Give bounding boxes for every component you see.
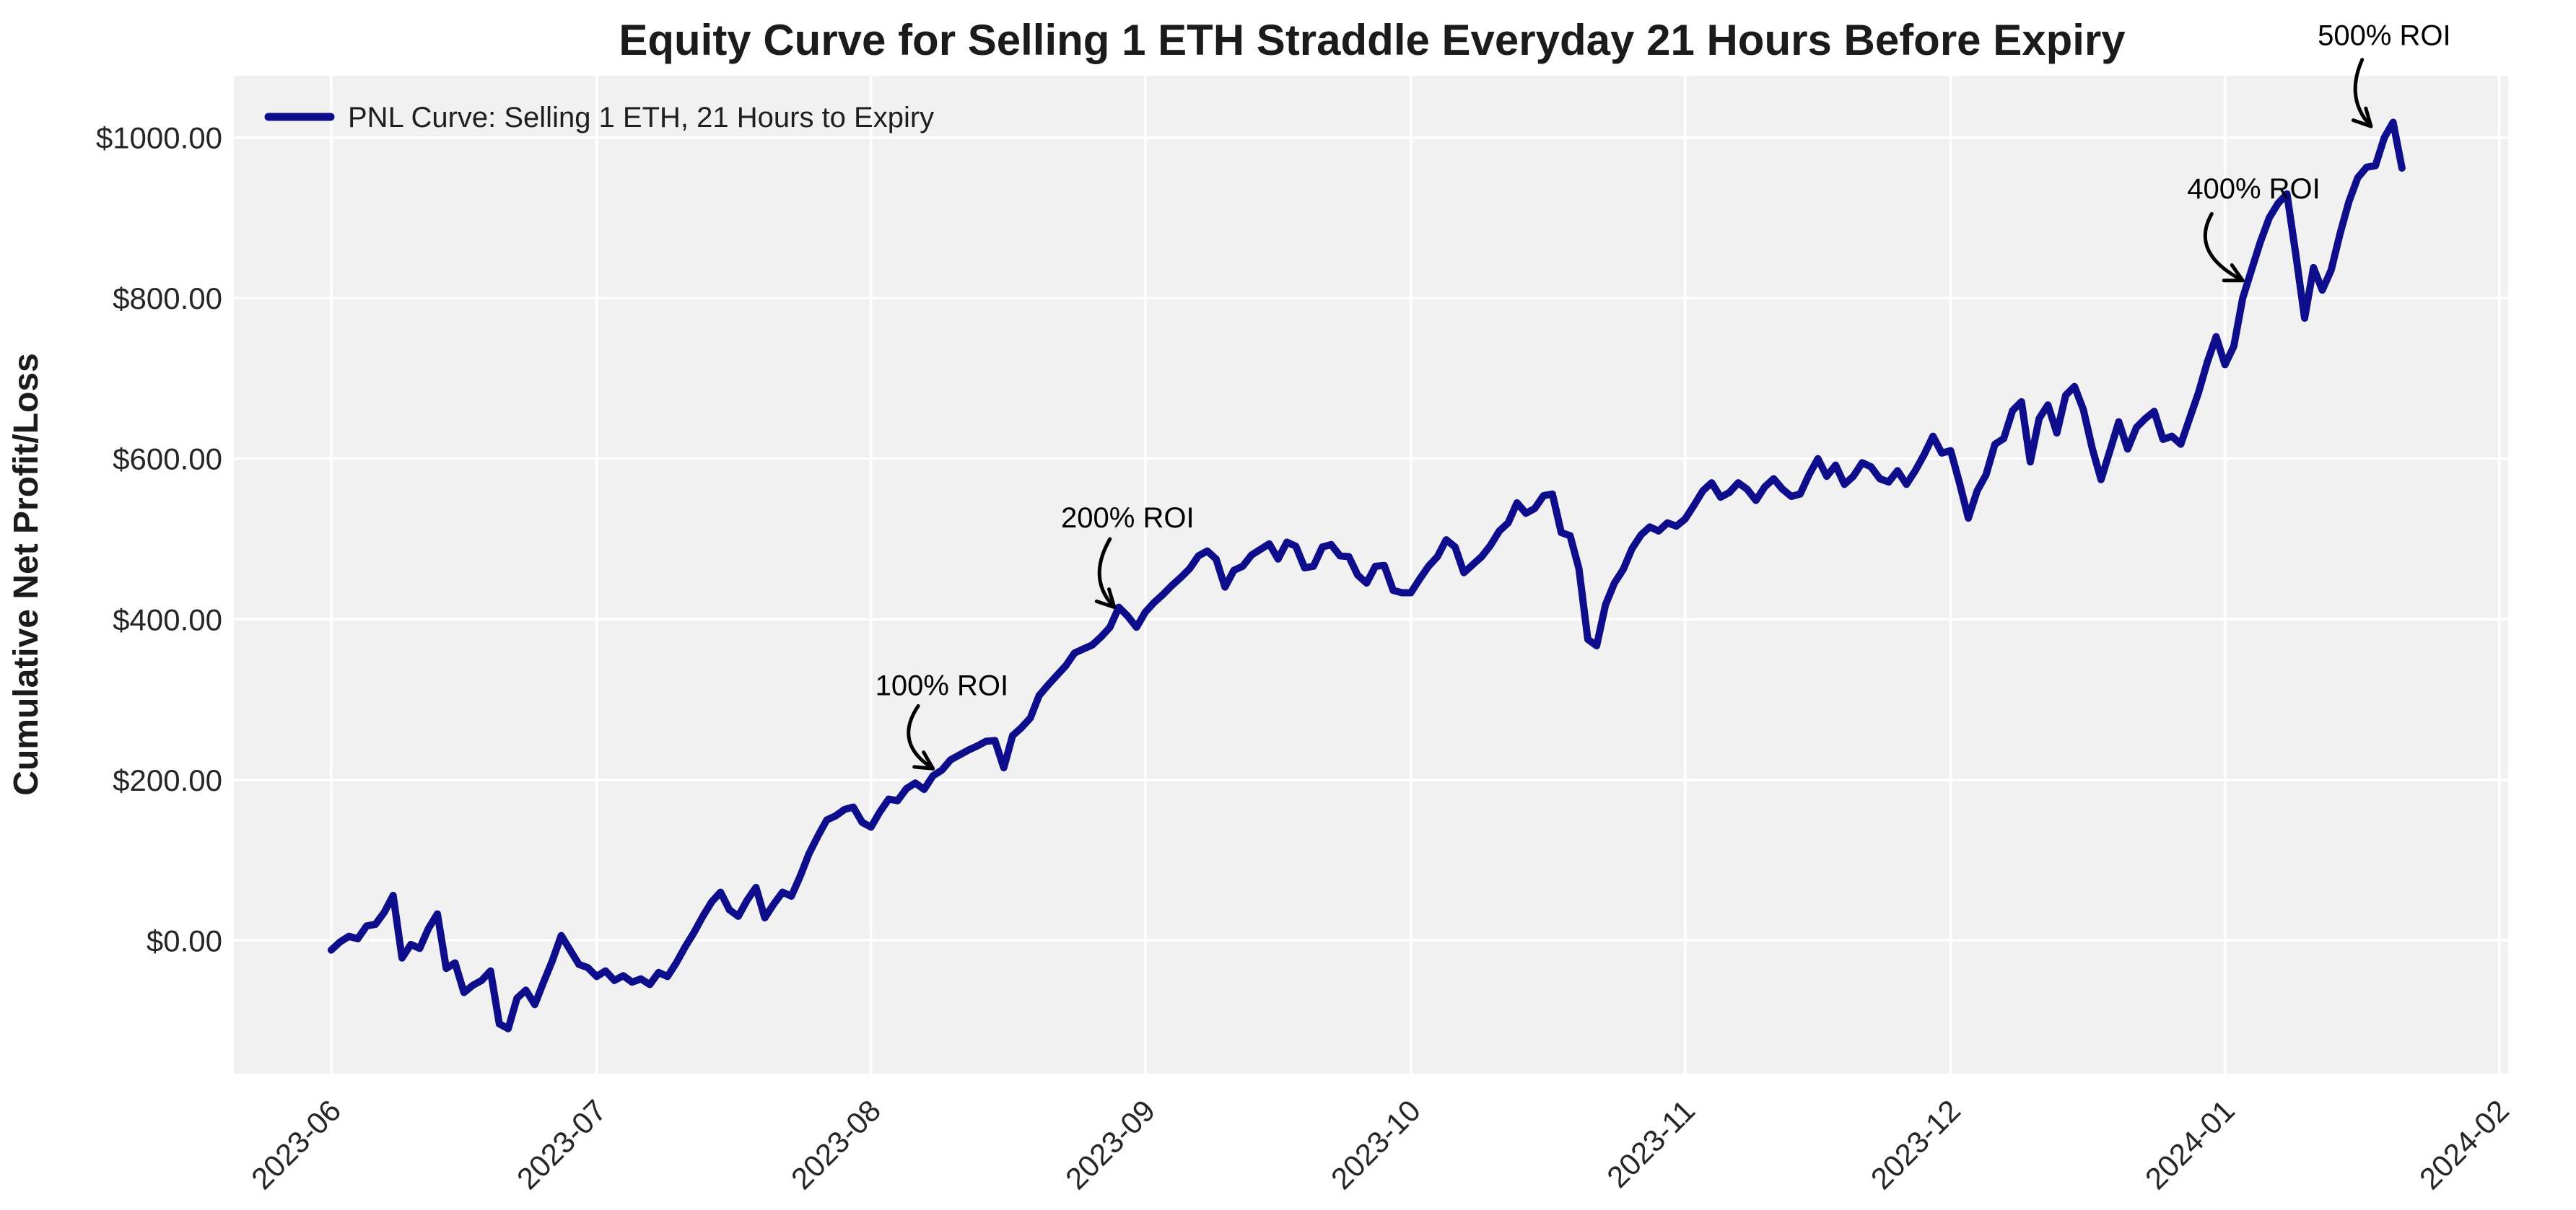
annotation-400-roi: 400% ROI: [2187, 173, 2320, 283]
y-axis-label: Cumulative Net Profit/Loss: [7, 353, 45, 795]
x-tick: 2023-06: [245, 1093, 347, 1196]
x-tick: 2024-02: [2413, 1093, 2515, 1196]
annotation-label: 500% ROI: [2318, 19, 2451, 51]
x-tick: 2023-12: [1864, 1093, 1967, 1196]
grid-layer: [234, 76, 2508, 1074]
x-tick-label: 2023-06: [245, 1093, 347, 1196]
annotation-arrowhead-icon: [2351, 106, 2373, 128]
annotation-label: 200% ROI: [1061, 502, 1195, 534]
series-layer: [327, 118, 2406, 1033]
x-tick: 2023-09: [1059, 1093, 1161, 1196]
annotation-arrowhead-icon: [1094, 587, 1117, 610]
annotation-100-roi: 100% ROI: [876, 670, 1009, 771]
x-tick-label: 2023-07: [510, 1093, 613, 1196]
annotation-500-roi: 500% ROI: [2318, 19, 2451, 128]
x-tick: 2023-10: [1324, 1093, 1427, 1196]
annotation-arrowhead-icon: [912, 750, 935, 771]
y-tick-label: $800.00: [113, 281, 222, 315]
annotation-arrow: [907, 703, 935, 771]
annotation-arrow: [2353, 58, 2373, 128]
y-tick-label: $400.00: [113, 602, 222, 636]
x-tick: 2023-08: [785, 1093, 887, 1196]
annotation-arrow: [2203, 211, 2245, 283]
legend: PNL Curve: Selling 1 ETH, 21 Hours to Ex…: [264, 102, 934, 133]
chart-title: Equity Curve for Selling 1 ETH Straddle …: [619, 16, 2126, 64]
x-tick-label: 2023-09: [1059, 1093, 1161, 1196]
annotation-layer: 100% ROI 200% ROI 400% ROI 500% ROI: [876, 19, 2451, 771]
y-tick-label: $200.00: [113, 763, 222, 797]
x-tick-label: 2023-10: [1324, 1093, 1427, 1196]
x-tick-label: 2024-01: [2139, 1093, 2241, 1196]
annotation-arrow: [1097, 537, 1117, 610]
annotation-label: 400% ROI: [2187, 173, 2320, 205]
x-tick-label: 2023-08: [785, 1093, 887, 1196]
annotation-200-roi: 200% ROI: [1061, 502, 1195, 610]
x-tick-label: 2023-11: [1600, 1093, 1701, 1194]
y-tick-label: $600.00: [113, 442, 222, 476]
y-tick-label: $1000.00: [96, 121, 222, 155]
legend-label: PNL Curve: Selling 1 ETH, 21 Hours to Ex…: [348, 102, 934, 133]
annotation-arrowhead-icon: [2222, 263, 2245, 283]
pnl-curve-line: [327, 118, 2406, 1033]
x-tick: 2023-07: [510, 1093, 613, 1196]
x-tick: 2024-01: [2139, 1093, 2241, 1196]
annotation-label: 100% ROI: [876, 670, 1009, 702]
y-tick-label: $0.00: [147, 924, 222, 957]
x-tick: 2023-11: [1600, 1093, 1701, 1194]
x-tick-label: 2023-12: [1864, 1093, 1967, 1196]
x-tick-label: 2024-02: [2413, 1093, 2515, 1196]
